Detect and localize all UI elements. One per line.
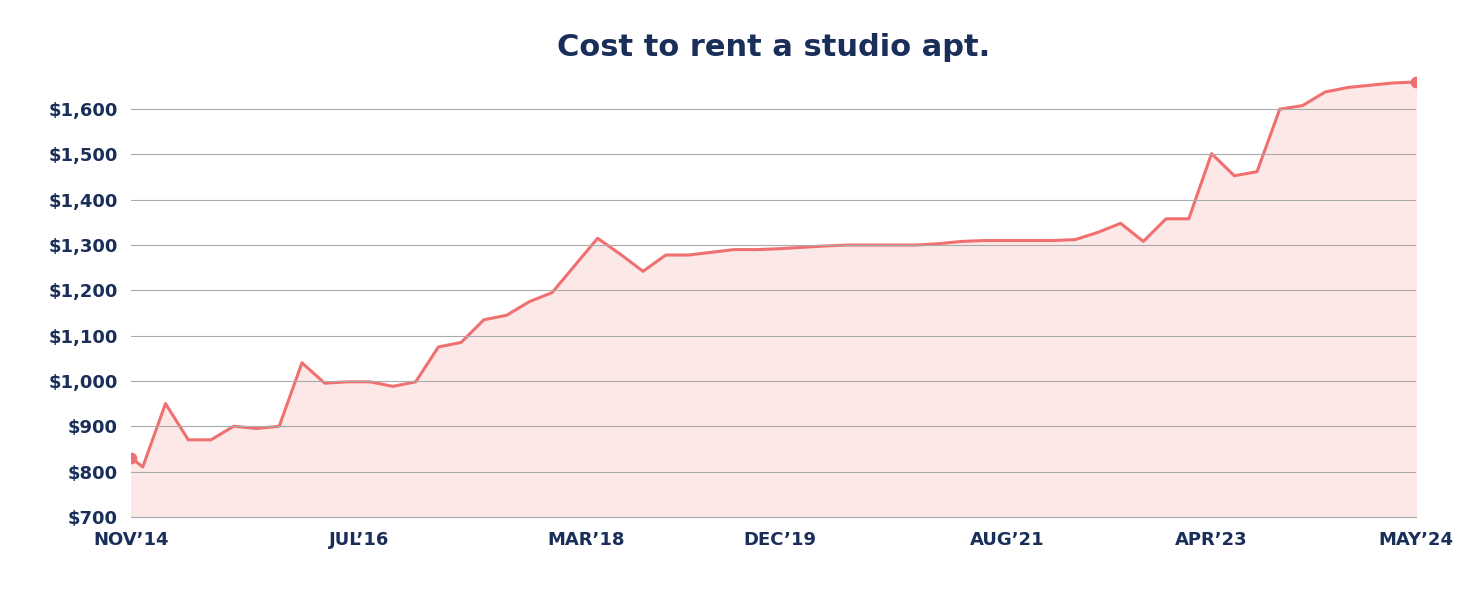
Point: [1405, 77, 1428, 87]
Title: Cost to rent a studio apt.: Cost to rent a studio apt.: [558, 33, 990, 62]
Point: [120, 453, 143, 463]
